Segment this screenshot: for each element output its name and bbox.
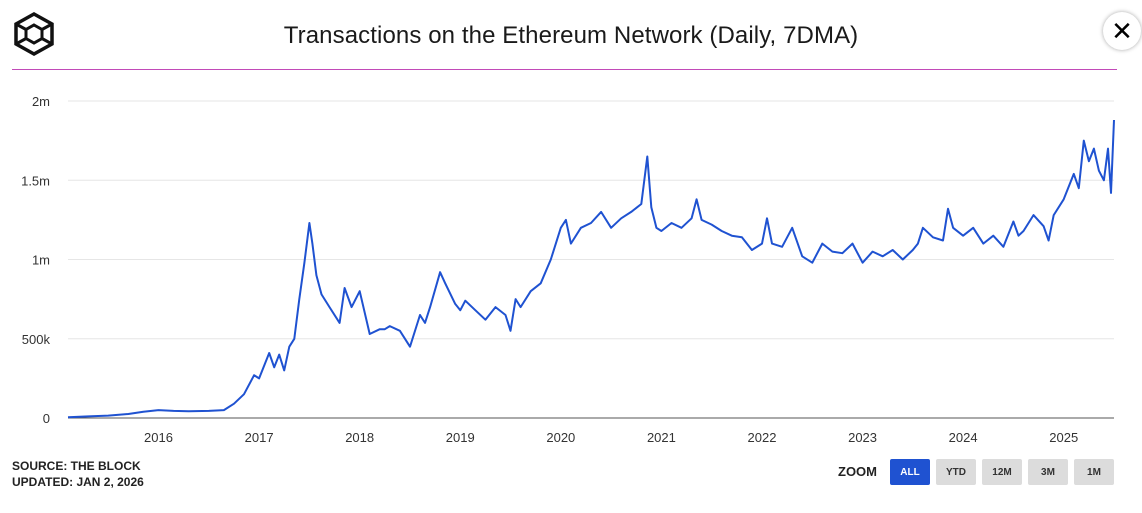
zoom-1m-button[interactable]: 1M (1074, 459, 1114, 485)
zoom-ytd-button[interactable]: YTD (936, 459, 976, 485)
zoom-all-button[interactable]: ALL (890, 459, 930, 485)
y-tick-label: 500k (22, 332, 51, 347)
y-tick-label: 1m (32, 253, 50, 268)
y-tick-label: 0 (43, 411, 50, 426)
x-tick-label: 2022 (748, 430, 777, 445)
x-tick-label: 2024 (949, 430, 978, 445)
chart-title: Transactions on the Ethereum Network (Da… (283, 22, 859, 49)
y-tick-label: 1.5m (21, 173, 50, 188)
close-icon: ✕ (1111, 15, 1133, 46)
x-tick-label: 2021 (647, 430, 676, 445)
y-axis-labels: 0 500k 1m 1.5m 2m (21, 94, 50, 426)
series-group (67, 119, 1115, 419)
source-block: SOURCE: THE BLOCK UPDATED: JAN 2, 2026 (12, 458, 144, 490)
x-tick-label: 2018 (345, 430, 374, 445)
y-gridlines (68, 100, 1114, 340)
x-tick-label: 2025 (1049, 430, 1078, 445)
x-tick-label: 2017 (245, 430, 274, 445)
source-text: SOURCE: THE BLOCK (12, 459, 141, 473)
x-tick-label: 2016 (144, 430, 173, 445)
zoom-3m-button[interactable]: 3M (1028, 459, 1068, 485)
close-button[interactable]: ✕ (1103, 12, 1141, 50)
series-line (67, 119, 1115, 419)
zoom-label: ZOOM (838, 464, 877, 479)
the-block-logo-icon (14, 11, 54, 57)
zoom-12m-button[interactable]: 12M (982, 459, 1022, 485)
title-divider (12, 69, 1117, 70)
x-axis-labels: 2016 2017 2018 2019 2020 2021 2022 2023 2024 2025 (144, 430, 1078, 445)
x-tick-label: 2023 (848, 430, 877, 445)
x-tick-label: 2020 (546, 430, 575, 445)
y-tick-label: 2m (32, 94, 50, 109)
updated-text: UPDATED: JAN 2, 2026 (12, 475, 144, 489)
x-tick-label: 2019 (446, 430, 475, 445)
